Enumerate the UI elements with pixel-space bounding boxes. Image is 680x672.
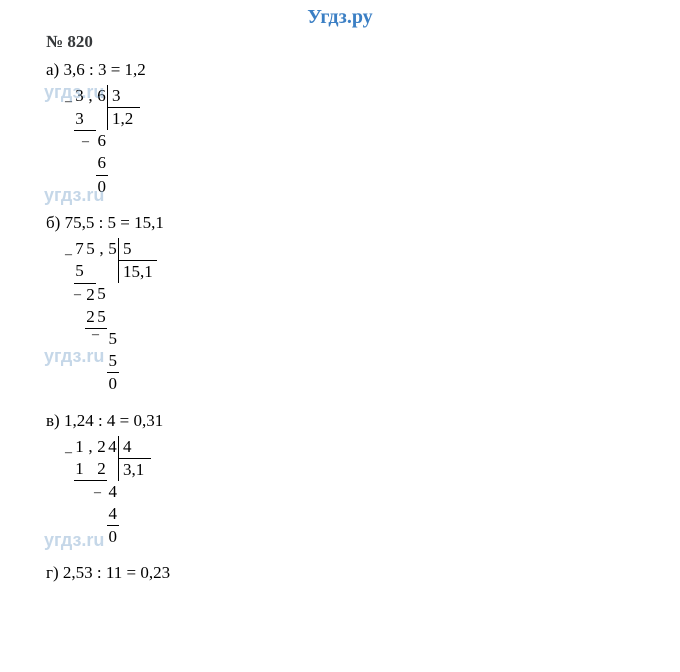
solution-content: № 820 а) 3,6 : 3 = 1,2 – 3,6 3 3 1,2 6 6…	[0, 29, 680, 584]
long-division-v: – 1,24 4 12 3,1 4 4 0 –	[74, 436, 151, 548]
minus-icon: –	[74, 286, 81, 304]
equation-text: 75,5 : 5 = 15,1	[65, 213, 164, 232]
equation-text: 2,53 : 11 = 0,23	[63, 563, 170, 582]
problem-number: № 820	[46, 31, 680, 53]
equation-text: 3,6 : 3 = 1,2	[63, 60, 145, 79]
part-label: г)	[46, 563, 59, 582]
minus-icon: –	[82, 133, 89, 151]
site-header: Угдз.ру	[0, 0, 680, 29]
part-b-equation: б) 75,5 : 5 = 15,1	[46, 212, 680, 234]
long-division-b: – 75,5 5 5 15,1 25 25 5 5 0 – –	[74, 238, 157, 396]
minus-icon: –	[65, 444, 72, 462]
equation-text: 1,24 : 4 = 0,31	[64, 411, 163, 430]
part-g-equation: г) 2,53 : 11 = 0,23	[46, 562, 680, 584]
part-label: в)	[46, 411, 60, 430]
part-label: б)	[46, 213, 60, 232]
part-label: а)	[46, 60, 59, 79]
part-v-equation: в) 1,24 : 4 = 0,31	[46, 410, 680, 432]
minus-icon: –	[94, 484, 101, 502]
minus-icon: –	[65, 246, 72, 264]
minus-icon: –	[65, 93, 72, 111]
part-a-equation: а) 3,6 : 3 = 1,2	[46, 59, 680, 81]
long-division-a: – 3,6 3 3 1,2 6 6 0 –	[74, 85, 140, 197]
minus-icon: –	[92, 326, 99, 344]
